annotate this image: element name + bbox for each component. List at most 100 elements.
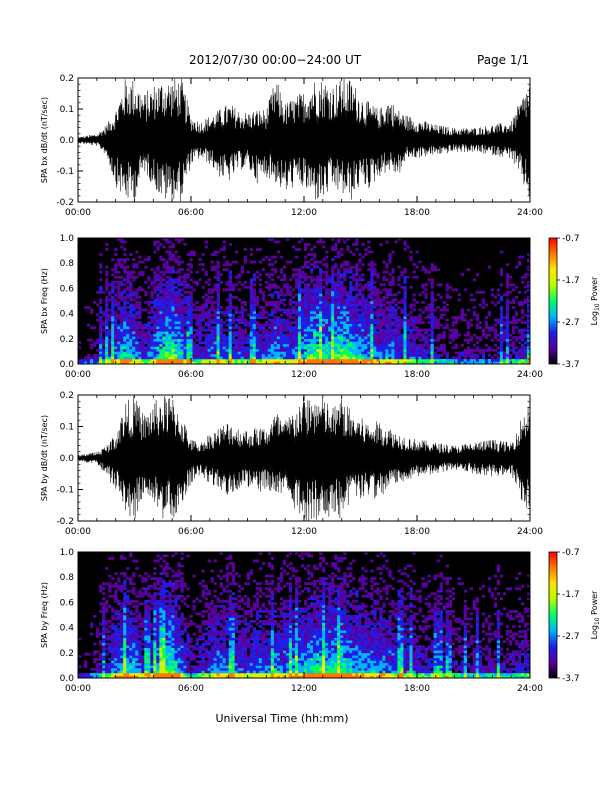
spectrogram-cell (123, 655, 127, 659)
spectrogram-cell (337, 341, 341, 345)
spectrogram-cell (511, 336, 516, 340)
spectrogram-cell (183, 336, 187, 340)
spectrogram-cell (319, 301, 323, 304)
spectrogram-cell (129, 313, 133, 317)
spectrogram-cell (319, 303, 323, 307)
spectrogram-cell (499, 308, 504, 312)
spectrogram-cell (138, 285, 142, 289)
spectrogram-cell (454, 356, 458, 360)
spectrogram-cell (165, 260, 169, 264)
spectrogram-cell (352, 288, 356, 292)
spectrogram-cell (475, 356, 480, 360)
spectrogram-cell (373, 331, 377, 335)
spectrogram-cell (153, 288, 157, 292)
spectrogram-cell (421, 301, 425, 304)
spectrogram-cell (355, 346, 359, 350)
spectrogram-cell (150, 645, 154, 649)
spectrogram-cell (310, 333, 314, 337)
spectrogram-cell (270, 295, 275, 299)
spectrogram-cell (424, 358, 428, 362)
spectrogram-cell (117, 640, 121, 644)
spectrogram-cell (222, 348, 226, 352)
spectrogram-cell (304, 336, 308, 340)
spectrogram-cell (439, 316, 443, 319)
spectrogram-cell (436, 338, 440, 342)
spectrogram-cell (376, 288, 380, 292)
spectrogram-cell (126, 650, 130, 654)
spectrogram-cell (129, 642, 133, 646)
spectrogram-cell (261, 341, 266, 345)
spectrogram-cell (147, 657, 151, 661)
spectrogram-cell (391, 341, 395, 345)
spectrogram-cell (433, 351, 437, 355)
time-tick-label: 24:00 (517, 208, 543, 218)
spectrogram-cell (285, 336, 290, 340)
spectrogram-cell (138, 346, 142, 350)
spectrogram-cell (409, 361, 413, 365)
spectrogram-cell (252, 351, 257, 355)
spectrogram-cell (105, 609, 109, 613)
spectrogram-cell (294, 318, 299, 322)
spectrogram-cell (213, 343, 217, 347)
spectrogram-cell (255, 313, 260, 317)
spectrogram-cell (358, 290, 362, 294)
spectrogram-cell (427, 306, 431, 309)
spectrogram-cell (168, 240, 172, 244)
spectrogram-cell (346, 346, 350, 350)
spectrogram-cell (376, 293, 380, 297)
spectrogram-cell (267, 318, 272, 322)
spectrogram-cell (219, 326, 223, 330)
spectrogram-cell (520, 333, 525, 337)
spectrogram-cell (183, 273, 187, 277)
spectrogram-cell (430, 268, 434, 272)
spectrogram-cell (129, 285, 133, 289)
spectrogram-cell (225, 268, 229, 272)
spectrogram-cell (276, 250, 281, 254)
spectrogram-cell (361, 295, 365, 299)
spectrogram-cell (343, 358, 347, 362)
spectrogram-cell (367, 295, 371, 299)
spectrogram-cell (409, 318, 413, 322)
spectrogram-cell (156, 293, 160, 297)
spectrogram-cell (174, 341, 178, 345)
spectrogram-cell (201, 316, 205, 319)
spectrogram-cell (418, 343, 422, 347)
spectrogram-cell (186, 308, 190, 312)
spectrogram-cell (451, 333, 455, 337)
spectrogram-cell (192, 351, 196, 355)
spectrogram-cell (135, 358, 139, 362)
spectrogram-cell (240, 316, 245, 319)
spectrogram-cell (114, 589, 118, 593)
spectrogram-cell (499, 318, 504, 322)
spectrogram-cell (252, 288, 257, 292)
spectrogram-cell (313, 356, 317, 360)
spectrogram-cell (430, 283, 434, 287)
spectrogram-cell (123, 602, 127, 606)
spectrogram-cell (156, 278, 160, 282)
spectrogram-cell (388, 313, 392, 317)
spectrogram-cell (391, 323, 395, 327)
spectrogram-cell (267, 361, 272, 365)
spectrogram-cell (514, 358, 519, 362)
spectrogram-cell (490, 358, 495, 362)
spectrogram-cell (285, 311, 290, 314)
spectrogram-cell (439, 295, 443, 299)
spectrogram-cell (120, 630, 124, 633)
spectrogram-cell (373, 341, 377, 345)
spectrogram-cell (132, 265, 136, 269)
spectrogram-cell (117, 622, 121, 626)
spectrogram-cell (159, 323, 163, 327)
spectrogram-cell (168, 283, 172, 287)
spectrogram-cell (379, 338, 383, 342)
spectrogram-cell (135, 670, 139, 674)
spectrogram-cell (162, 358, 166, 362)
spectrogram-cell (355, 311, 359, 314)
spectrogram-cell (294, 353, 299, 357)
spectrogram-cell (313, 323, 317, 327)
spectrogram-cell (225, 353, 229, 357)
spectrogram-cell (255, 326, 260, 330)
spectrogram-cell (99, 331, 103, 335)
spectrogram-cell (460, 351, 464, 355)
spectrogram-cell (258, 273, 263, 277)
spectrogram-cell (231, 346, 235, 350)
